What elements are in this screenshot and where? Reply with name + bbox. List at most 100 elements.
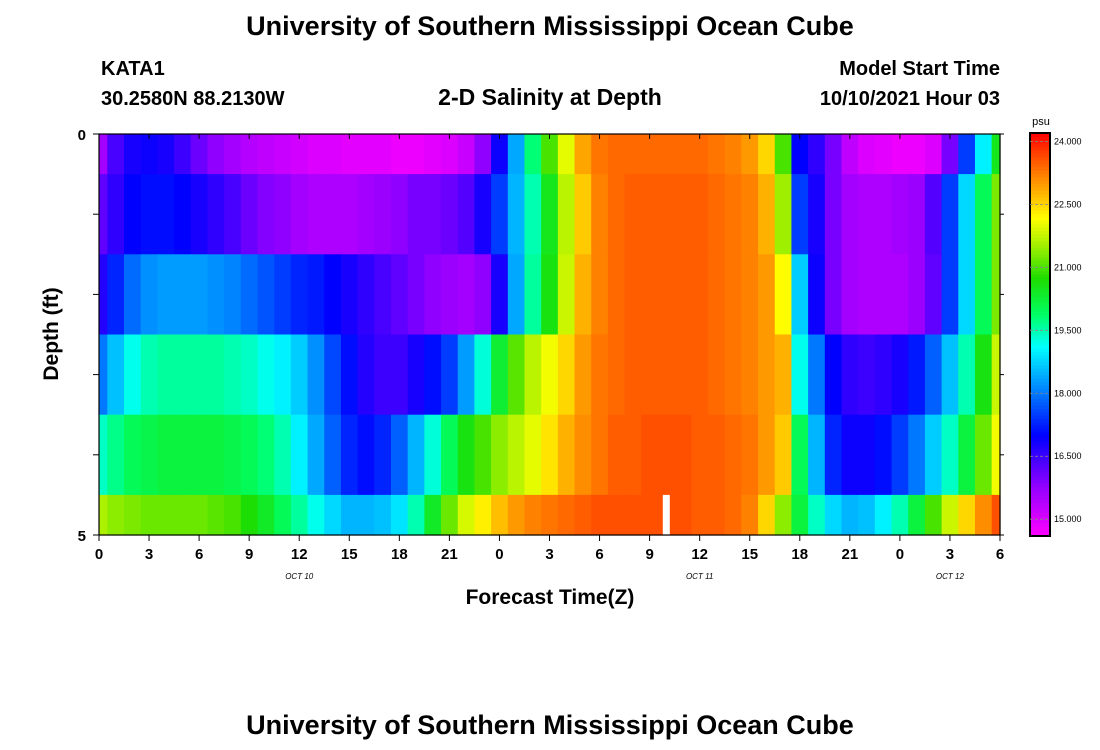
heat-cell-r4-h34: [657, 414, 676, 496]
x-tick-label: 9: [245, 546, 253, 563]
colorbar-segment: [1030, 509, 1050, 514]
colorbar-segment: [1030, 297, 1050, 302]
y-axis-label: Depth (ft): [40, 287, 63, 380]
heat-cell-r0-h42: [791, 134, 809, 175]
colorbar-segment: [1030, 378, 1050, 383]
heat-cell-r0-h7: [207, 134, 225, 175]
heat-cell-r0-h33: [641, 134, 659, 175]
colorbar-segment: [1030, 183, 1050, 188]
heat-cell-r2-h18: [390, 254, 409, 336]
heat-cell-r4-h10: [257, 414, 275, 496]
colorbar-segment: [1030, 492, 1050, 497]
colorbar-segment: [1030, 421, 1050, 426]
heat-cell-r0-h50: [924, 134, 943, 175]
colorbar-segment: [1030, 173, 1050, 178]
colorbar-segment: [1030, 428, 1050, 433]
heat-cell-r3-h50: [924, 334, 943, 416]
colorbar-segment: [1030, 300, 1050, 305]
heat-cell-r1-h7: [207, 174, 225, 255]
heat-cell-r3-h32: [624, 334, 642, 416]
heat-cell-r1-h34: [657, 174, 676, 255]
colorbar-segment: [1030, 485, 1050, 490]
colorbar-segment: [1030, 193, 1050, 198]
heat-cell-r4-h23: [474, 414, 492, 496]
heat-cell-r2-h44: [824, 254, 843, 336]
heat-cell-r3-h5: [174, 334, 192, 416]
heat-cell-r1-h38: [724, 174, 742, 255]
heat-cell-r4-h51: [941, 414, 959, 496]
heat-cell-r2-h11: [274, 254, 292, 336]
heat-cell-r3-h48: [891, 334, 909, 416]
heat-cell-r4-h42: [791, 414, 809, 496]
heat-cell-r2-h5: [174, 254, 192, 336]
heat-cell-r4-h17: [374, 414, 392, 496]
heat-cell-r2-h12: [290, 254, 309, 336]
heat-cell-r0-h11: [274, 134, 292, 175]
heat-cell-r4-h47: [874, 414, 893, 496]
heat-cell-r2-h7: [207, 254, 225, 336]
colorbar-segment: [1030, 270, 1050, 275]
x-tick-label: 3: [946, 546, 954, 563]
heat-cell-r3-h17: [374, 334, 392, 416]
y-axis-ticks: [93, 133, 1004, 536]
colorbar-segment: [1030, 472, 1050, 477]
colorbar-segment: [1030, 374, 1050, 379]
heat-cell-r2-h45: [841, 254, 859, 336]
colorbar-segment: [1030, 274, 1050, 279]
heat-cell-r0-h49: [908, 134, 926, 175]
heat-cell-r2-h48: [891, 254, 909, 336]
colorbar-segment: [1030, 213, 1050, 218]
heat-cell-r3-h31: [607, 334, 626, 416]
heat-cell-r5-h28: [557, 494, 576, 536]
heat-cell-r0-h35: [674, 134, 692, 175]
colorbar-segment: [1030, 468, 1050, 473]
heat-cell-r2-h46: [858, 254, 876, 336]
colorbar-tick-label: 18.000: [1054, 388, 1082, 398]
heatmap-cells: [99, 134, 1001, 536]
heat-cell-r5-h20: [424, 494, 442, 536]
heat-cell-r1-h29: [574, 174, 592, 255]
heat-cell-r5-h39: [741, 494, 759, 536]
date-label: OCT 11: [686, 572, 713, 581]
heat-cell-r3-h0: [99, 334, 108, 416]
heat-cell-r0-h46: [858, 134, 876, 175]
heat-cell-r4-h49: [908, 414, 926, 496]
heat-cell-r2-h13: [307, 254, 325, 336]
chart-title: 2-D Salinity at Depth: [438, 84, 662, 110]
colorbar-segment: [1030, 327, 1050, 332]
colorbar-segment: [1030, 371, 1050, 376]
heat-cell-r2-h43: [808, 254, 826, 336]
x-tick-label: 15: [341, 546, 358, 563]
heat-cell-r4-h41: [774, 414, 793, 496]
heat-cell-r5-h53: [974, 494, 993, 536]
model-start-label: Model Start Time: [839, 58, 1000, 80]
colorbar-segment: [1030, 243, 1050, 248]
heat-cell-r0-h52: [958, 134, 976, 175]
heat-cell-r4-h53: [974, 414, 993, 496]
heat-cell-r5-h15: [340, 494, 359, 536]
heat-cell-r3-h53: [974, 334, 993, 416]
heat-cell-r1-h1: [107, 174, 125, 255]
heat-cell-r2-h40: [758, 254, 776, 336]
heat-cell-r3-h7: [207, 334, 225, 416]
heat-cell-r3-h39: [741, 334, 759, 416]
heat-cell-r1-h9: [240, 174, 259, 255]
heat-cell-r2-h52: [958, 254, 976, 336]
heat-cell-r1-h30: [591, 174, 609, 255]
heat-cell-r5-h44: [824, 494, 843, 536]
heat-cell-r0-h13: [307, 134, 325, 175]
x-tick-label: 18: [791, 546, 808, 563]
heat-cell-r4-h4: [157, 414, 175, 496]
heat-cell-r3-h35: [674, 334, 692, 416]
heat-cell-r2-h47: [874, 254, 893, 336]
colorbar-segment: [1030, 529, 1050, 534]
colorbar-segment: [1030, 310, 1050, 315]
heat-cell-r3-h33: [641, 334, 659, 416]
heat-cell-r1-h49: [908, 174, 926, 255]
heatmap-marker: [662, 494, 670, 535]
main-title: University of Southern Mississippi Ocean…: [246, 11, 854, 41]
colorbar-segment: [1030, 163, 1050, 168]
colorbar-segment: [1030, 314, 1050, 319]
colorbar-segment: [1030, 448, 1050, 453]
